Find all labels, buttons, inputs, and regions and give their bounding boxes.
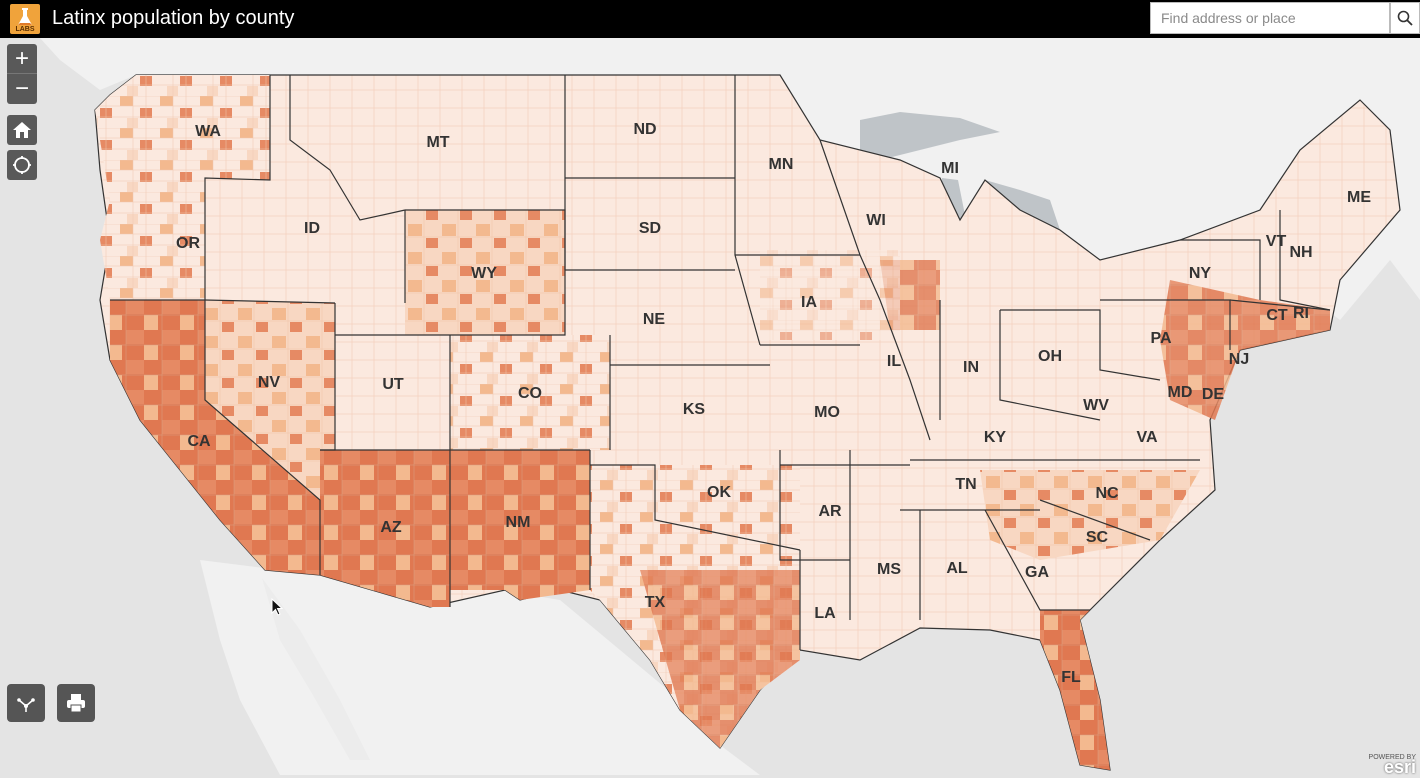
- logo-text: LABS: [15, 26, 35, 33]
- northeast-region: [1160, 280, 1330, 420]
- zoom-out-button[interactable]: −: [7, 74, 37, 104]
- baja-land: [262, 578, 370, 760]
- arizona-region: [320, 450, 450, 607]
- pnw-region: [95, 75, 270, 300]
- state-label-mt: MT: [426, 134, 449, 151]
- map-view[interactable]: WA OR CA ID NV MT WY UT AZ CO NM ND SD NE KS OK TX MN IA MO…: [0, 38, 1420, 775]
- state-label-ct: CT: [1266, 307, 1288, 324]
- state-label-va: VA: [1136, 429, 1157, 446]
- state-label-wv: WV: [1083, 397, 1109, 414]
- state-label-tn: TN: [955, 476, 976, 493]
- state-label-ky: KY: [984, 429, 1007, 446]
- search-button[interactable]: [1390, 2, 1420, 34]
- state-labels: WA OR CA ID NV MT WY UT AZ CO NM ND SD NE KS OK TX MN IA MO…: [176, 121, 1371, 686]
- powered-by-text: POWERED BY: [1368, 754, 1416, 761]
- beaker-icon: [18, 8, 32, 25]
- state-label-sd: SD: [639, 220, 661, 237]
- new-mexico-region: [450, 450, 590, 600]
- state-label-nh: NH: [1289, 244, 1312, 261]
- state-label-ne: NE: [643, 311, 666, 328]
- midwest-region: [760, 250, 900, 340]
- state-label-tx: TX: [645, 594, 666, 611]
- locate-button[interactable]: [7, 150, 37, 180]
- state-label-ga: GA: [1025, 564, 1049, 581]
- minus-icon: −: [14, 75, 29, 102]
- state-label-oh: OH: [1038, 348, 1062, 365]
- state-label-il: IL: [887, 353, 901, 370]
- state-label-ms: MS: [877, 561, 901, 578]
- state-label-de: DE: [1202, 386, 1225, 403]
- state-label-mo: MO: [814, 404, 840, 421]
- locate-icon: [13, 156, 31, 174]
- carolinas-region: [980, 470, 1200, 560]
- nevada-region: [205, 300, 335, 500]
- state-label-wa: WA: [195, 123, 221, 140]
- print-icon: [67, 694, 85, 713]
- california-region: [110, 300, 320, 575]
- state-label-in: IN: [963, 359, 979, 376]
- state-label-ar: AR: [818, 503, 842, 520]
- state-label-ia: IA: [801, 294, 817, 311]
- state-label-ut: UT: [382, 376, 404, 393]
- lake-superior: [860, 112, 1000, 160]
- state-label-nd: ND: [633, 121, 656, 138]
- south-texas-region: [640, 570, 800, 748]
- florida-region: [1040, 610, 1110, 770]
- state-label-md: MD: [1168, 384, 1193, 401]
- state-label-al: AL: [946, 560, 968, 577]
- esri-attribution[interactable]: POWERED BY esri: [1355, 753, 1420, 777]
- share-icon: [17, 698, 35, 712]
- state-label-ks: KS: [683, 401, 706, 418]
- map-canvas[interactable]: WA OR CA ID NV MT WY UT AZ CO NM ND SD NE KS OK TX MN IA MO…: [0, 38, 1420, 775]
- state-label-mn: MN: [769, 156, 794, 173]
- state-label-co: CO: [518, 385, 542, 402]
- share-button[interactable]: [7, 684, 45, 722]
- labs-logo: LABS: [10, 4, 40, 34]
- state-label-ok: OK: [707, 484, 731, 501]
- state-label-nm: NM: [506, 514, 531, 531]
- state-label-ca: CA: [187, 433, 211, 450]
- app-header: LABS Latinx population by county: [0, 0, 1420, 38]
- esri-logo: esri: [1383, 757, 1416, 777]
- state-label-az: AZ: [380, 519, 402, 536]
- state-label-wi: WI: [866, 212, 886, 229]
- state-label-nc: NC: [1095, 485, 1119, 502]
- wyoming-region: [405, 210, 565, 335]
- search-input[interactable]: [1150, 2, 1390, 34]
- colorado-region: [450, 335, 610, 450]
- state-label-nv: NV: [258, 374, 281, 391]
- state-label-mi: MI: [941, 160, 959, 177]
- plus-icon: +: [14, 44, 29, 72]
- state-label-nj: NJ: [1229, 351, 1249, 368]
- state-label-la: LA: [814, 605, 836, 622]
- home-icon: [13, 122, 31, 138]
- state-label-id: ID: [304, 220, 320, 237]
- state-label-pa: PA: [1150, 330, 1171, 347]
- print-button[interactable]: [57, 684, 95, 722]
- home-button[interactable]: [7, 115, 37, 145]
- state-label-or: OR: [176, 235, 200, 252]
- state-label-fl: FL: [1061, 669, 1081, 686]
- mouse-cursor-icon: [271, 598, 283, 616]
- search-icon: [1397, 10, 1413, 26]
- state-label-vt: VT: [1266, 233, 1287, 250]
- state-label-wy: WY: [471, 265, 497, 282]
- page-title: Latinx population by county: [52, 7, 295, 29]
- state-label-ri: RI: [1293, 305, 1309, 322]
- state-borders: [110, 75, 1331, 650]
- state-label-ny: NY: [1189, 265, 1212, 282]
- state-label-me: ME: [1347, 189, 1371, 206]
- zoom-in-button[interactable]: +: [7, 44, 37, 74]
- state-label-sc: SC: [1086, 529, 1109, 546]
